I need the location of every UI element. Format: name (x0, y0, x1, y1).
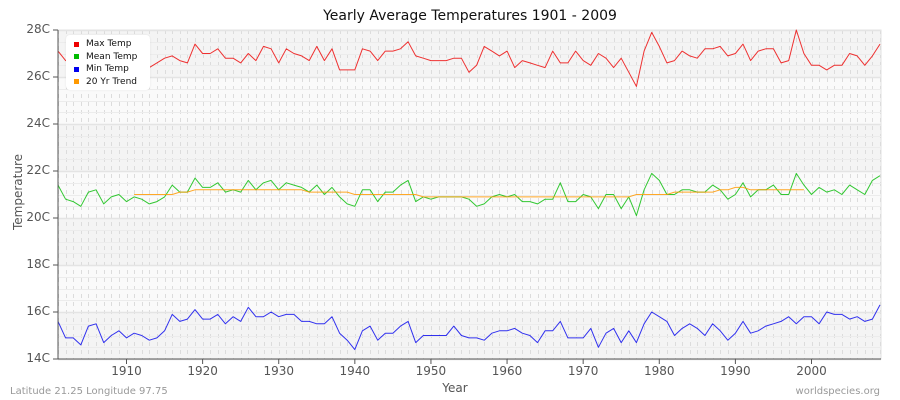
legend-label: Max Temp (86, 39, 132, 50)
legend-item-trend: 20 Yr Trend (74, 76, 150, 89)
max-temp-line (57, 29, 881, 87)
20-yr-trend-line (134, 186, 804, 198)
y-axis-title: Temperature (11, 154, 25, 231)
x-tick-label: 1930 (263, 364, 294, 378)
x-tick-label: 2000 (796, 364, 827, 378)
source-credit: worldspecies.org (795, 386, 880, 397)
y-tick-label: 20C (26, 210, 50, 224)
x-axis-title: Year (442, 381, 468, 395)
trend-swatch-icon (74, 79, 79, 85)
mean-temp-swatch-icon (74, 54, 79, 60)
legend-label: 20 Yr Trend (86, 76, 138, 87)
x-tick-label: 1950 (415, 364, 447, 378)
y-tick-label: 18C (26, 257, 50, 271)
legend-item-max-temp: Max Temp (74, 38, 150, 51)
legend: Max Temp Mean Temp Min Temp 20 Yr Trend (66, 35, 150, 90)
y-tick-label: 16C (26, 304, 50, 318)
y-tick-label: 24C (26, 116, 50, 130)
x-tick-label: 1990 (720, 364, 751, 378)
y-tick-label: 28C (26, 22, 50, 36)
x-tick-label: 1970 (567, 364, 599, 378)
legend-item-min-temp: Min Temp (74, 63, 150, 76)
location-caption: Latitude 21.25 Longitude 97.75 (10, 386, 168, 397)
y-tick-label: 22C (26, 163, 50, 177)
legend-label: Min Temp (86, 64, 129, 75)
min-temp-swatch-icon (74, 66, 79, 72)
legend-label: Mean Temp (86, 51, 138, 62)
y-tick-label: 14C (26, 351, 50, 365)
x-tick-label: 1940 (339, 364, 371, 378)
x-tick-label: 1980 (643, 364, 675, 378)
x-tick-label: 1910 (111, 364, 142, 378)
mean-temp-line (57, 172, 881, 217)
legend-item-mean-temp: Mean Temp (74, 51, 150, 64)
max-temp-swatch-icon (74, 41, 79, 47)
chart-title: Yearly Average Temperatures 1901 - 2009 (323, 8, 617, 24)
x-tick-label: 1920 (187, 364, 218, 378)
x-tick-label: 1960 (491, 364, 523, 378)
min-temp-line (57, 304, 881, 351)
y-tick-label: 26C (26, 69, 50, 83)
